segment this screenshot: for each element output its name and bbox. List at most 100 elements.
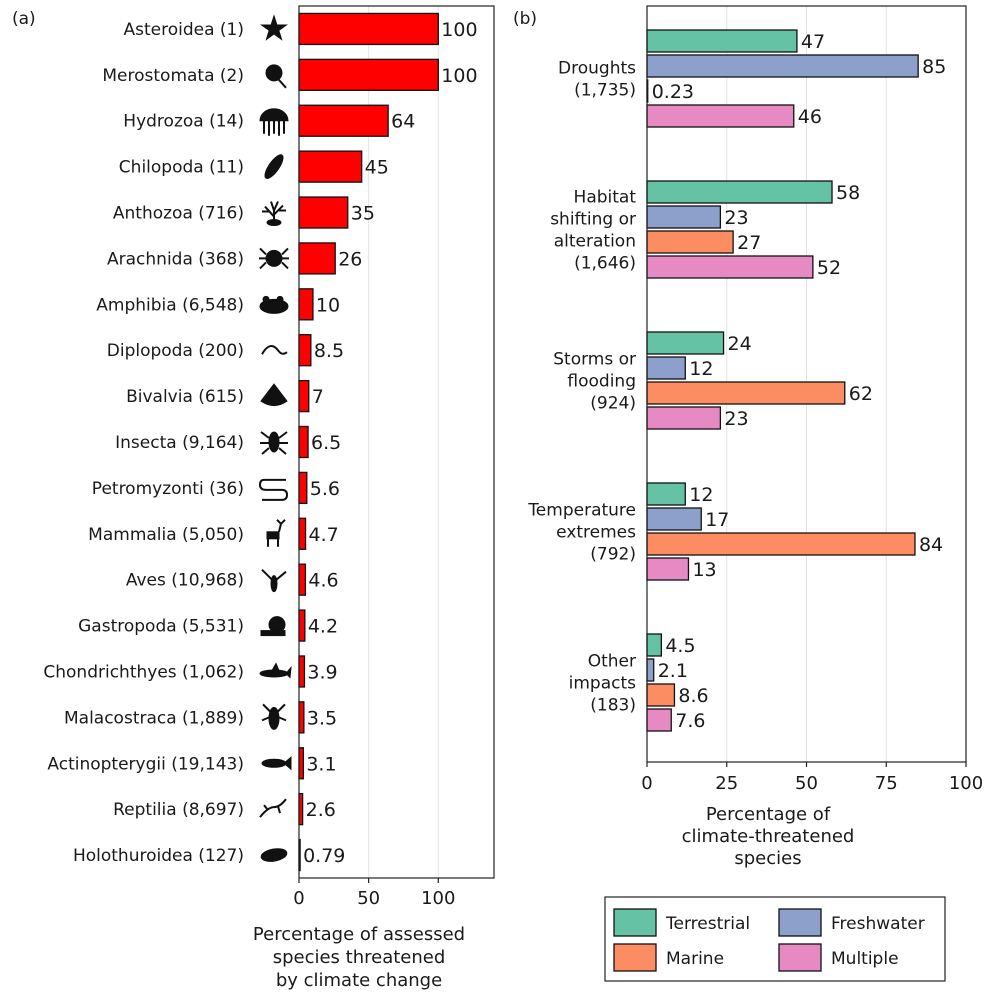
panel-b-value-label: 27 [737, 232, 761, 254]
panel-b-bar [646, 104, 795, 128]
panel-a-value-label: 2.6 [306, 799, 336, 821]
legend-marine-swatch [613, 943, 657, 972]
panel-a-value-label: 26 [338, 248, 362, 270]
panel-a-value-label: 4.7 [309, 524, 339, 546]
jellyfish-icon-shape [263, 120, 285, 136]
panel-a-category-label: Chilopoda (11) [119, 158, 244, 178]
panel-a-bar [298, 242, 336, 275]
panel-a-value-label: 6.5 [311, 432, 341, 454]
panel-b-group-label: shifting or [550, 210, 636, 230]
panel-a-category-label: Arachnida (368) [107, 249, 244, 269]
panel-a-tick-label: 0 [293, 888, 304, 909]
panel-a-bar [298, 379, 310, 413]
panel-b-group-label: Storms or [553, 350, 636, 370]
deer-icon-shape [267, 519, 286, 547]
panel-a-value-label: 4.6 [308, 570, 338, 592]
panel-b-bar [646, 683, 676, 707]
shell-icon [260, 383, 288, 407]
panel-b-group-label: flooding [567, 372, 636, 392]
panel-a-category-label: Merostomata (2) [102, 66, 244, 86]
panel-b-xlabel: species [734, 848, 801, 869]
coral-icon-shape [266, 219, 282, 227]
legend-multiple-label: Multiple [831, 949, 899, 969]
panel-a-value-label: 7 [312, 386, 324, 408]
panel-b-group-label: Other [588, 652, 636, 672]
panel-a-category-label: Gastropoda (5,531) [78, 617, 244, 637]
spider-icon [259, 247, 289, 270]
panel-a-bar [298, 747, 304, 780]
panel-a-bar [298, 288, 314, 321]
panel-b-group-label: impacts [569, 674, 637, 694]
panel-b-label: (b) [513, 9, 537, 29]
panel-b-group-label: (792) [590, 545, 636, 565]
spider-icon-shape [259, 247, 289, 270]
horseshoe-crab-icon-shape [265, 64, 283, 82]
panel-a-bar [298, 563, 307, 596]
panel-a-value-label: 0.79 [303, 845, 345, 867]
panel-b-bar [646, 180, 833, 204]
legend-freshwater-label: Freshwater [831, 914, 925, 934]
legend-terrestrial-swatch [613, 908, 657, 937]
panel-b-value-label: 0.23 [652, 81, 694, 103]
panel-a-bar [298, 150, 363, 183]
panel-a-value-label: 64 [391, 111, 415, 133]
panel-b-group-label: (1,646) [574, 254, 636, 274]
panel-b-value-label: 84 [919, 534, 943, 556]
panel-a-tick-label: 100 [421, 888, 455, 909]
horseshoe-crab-icon [265, 64, 287, 89]
panel-b-value-label: 7.6 [675, 710, 705, 732]
panel-b-group-label: Temperature [527, 501, 636, 521]
panel-a-category-label: Mammalia (5,050) [88, 525, 244, 545]
panel-b-bar [646, 255, 814, 279]
centipede-icon-shape [264, 154, 284, 179]
jellyfish-icon [259, 108, 289, 136]
panel-b-value-label: 85 [922, 56, 946, 78]
panel-a-bar [298, 58, 439, 91]
panel-b-tick-label: 100 [949, 773, 983, 794]
panel-a-category-label: Amphibia (6,548) [96, 295, 244, 315]
horseshoe-crab-icon-shape [277, 78, 287, 89]
spider-icon-shape [265, 249, 283, 267]
frog-icon-shape [262, 295, 270, 303]
panel-a-xlabel: by climate change [276, 970, 442, 991]
panel-b-value-label: 13 [692, 559, 716, 581]
panel-b-bar [646, 381, 846, 405]
jellyfish-icon-shape [259, 108, 289, 122]
panel-a-value-label: 35 [351, 203, 375, 225]
panel-a-category-label: Malacostraca (1,889) [64, 708, 244, 728]
legend-multiple-swatch [778, 943, 822, 972]
panel-a-category-label: Aves (10,968) [126, 571, 244, 591]
panel-a-bar [298, 471, 308, 505]
panel-a-axes-frame [298, 5, 495, 879]
panel-b-bar [646, 29, 798, 53]
panel-b-bar [646, 331, 725, 355]
panel-a-bar [298, 196, 349, 229]
lizard-icon [259, 798, 287, 818]
panel-b-group-label: (924) [590, 394, 636, 414]
panel-a-category-label: Holothuroidea (127) [73, 846, 244, 866]
panel-b-bar [646, 230, 734, 254]
lizard-icon-shape [259, 798, 287, 818]
panel-a-bar [298, 334, 312, 367]
panel-a-category-label: Diplopoda (200) [107, 341, 244, 361]
panel-b-bar [646, 356, 686, 380]
panel-b-bar [646, 507, 702, 531]
panel-b-value-label: 2.1 [658, 660, 688, 682]
sea-cucumber-icon-shape [260, 848, 288, 862]
panel-b-bar [646, 406, 722, 430]
panel-a-value-label: 3.9 [307, 661, 337, 683]
panel-b-bar [646, 557, 690, 581]
panel-a-bar [298, 609, 306, 642]
panel-a-category-label: Reptilia (8,697) [113, 800, 244, 820]
deer-icon [266, 519, 286, 547]
legend-freshwater-swatch [778, 908, 822, 937]
panel-a-bar [298, 655, 306, 688]
panel-b-group-label: extremes [556, 523, 636, 543]
panel-a-category-label: Bivalvia (615) [126, 387, 244, 407]
panel-a-bar [298, 517, 307, 550]
lobster-icon [261, 703, 287, 730]
panel-a-value-label: 3.1 [306, 753, 336, 775]
panel-b-bar [646, 708, 672, 732]
panel-b-value-label: 8.6 [678, 685, 708, 707]
panel-b-value-label: 12 [689, 358, 713, 380]
